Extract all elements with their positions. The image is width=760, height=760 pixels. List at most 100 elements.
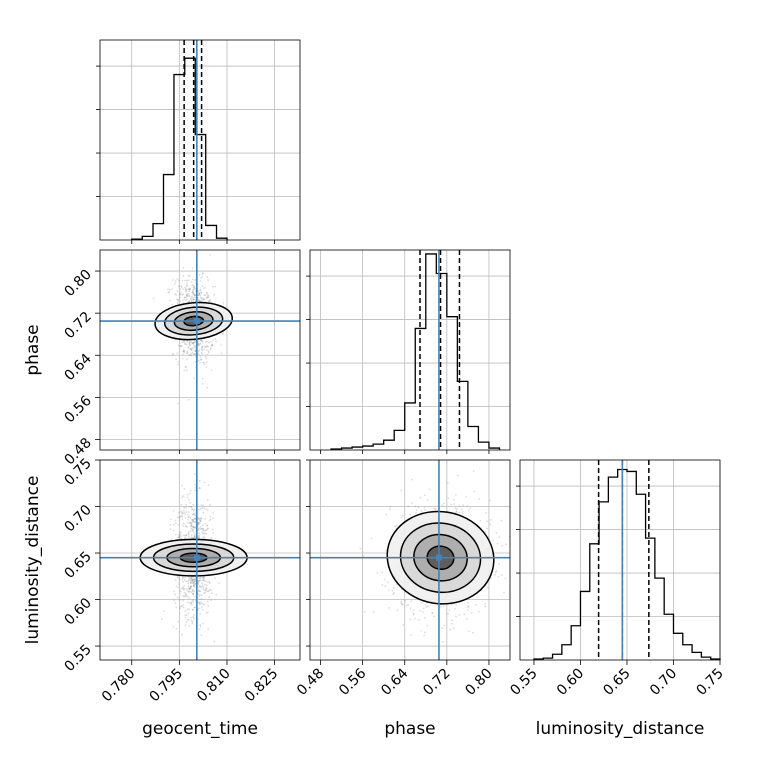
sample-point	[462, 504, 464, 507]
sample-point	[199, 289, 202, 292]
sample-point	[412, 612, 415, 615]
sample-point	[455, 493, 457, 496]
sample-point	[472, 470, 475, 473]
sample-point	[205, 588, 207, 591]
sample-point	[189, 602, 192, 605]
sample-point	[180, 537, 183, 540]
sample-point	[203, 481, 206, 484]
hist-bin	[405, 403, 416, 450]
density-contour	[173, 311, 214, 332]
sample-point	[220, 344, 223, 346]
sample-point	[441, 627, 444, 630]
sample-point	[424, 508, 427, 511]
sample-point	[200, 291, 203, 294]
sample-point	[187, 516, 190, 518]
sample-point	[206, 580, 209, 583]
sample-point	[202, 537, 205, 539]
sample-point	[420, 629, 422, 632]
sample-point	[362, 555, 365, 557]
sample-point	[191, 520, 194, 523]
sample-point	[192, 592, 195, 595]
sample-point	[486, 586, 489, 589]
sample-point	[184, 592, 187, 595]
sample-point	[160, 618, 163, 620]
sample-point	[202, 528, 205, 531]
sample-point	[189, 288, 192, 291]
sample-point	[186, 608, 189, 611]
sample-point	[182, 353, 184, 356]
sample-point	[191, 346, 193, 349]
sample-point	[187, 300, 190, 303]
sample-point	[190, 524, 193, 527]
sample-point	[193, 584, 195, 587]
sample-point	[192, 589, 194, 592]
sample-point	[182, 299, 184, 302]
sample-point	[455, 511, 458, 514]
sample-point	[183, 297, 186, 300]
sample-point	[206, 525, 209, 527]
sample-point	[175, 585, 178, 587]
sample-point	[197, 353, 200, 356]
sample-point	[193, 473, 196, 475]
sample-point	[203, 294, 206, 296]
sample-point	[182, 534, 185, 537]
sample-point	[186, 493, 189, 496]
sample-point	[396, 609, 399, 612]
sample-point	[199, 280, 202, 282]
sample-point	[201, 582, 203, 585]
sample-point	[185, 621, 188, 623]
sample-point	[388, 606, 391, 609]
sample-point	[183, 351, 186, 354]
sample-point	[201, 377, 204, 380]
sample-point	[189, 297, 192, 300]
sample-point	[193, 517, 196, 520]
sample-point	[201, 300, 203, 303]
hist-bin	[553, 654, 562, 660]
sample-point	[193, 581, 195, 584]
sample-point	[191, 513, 194, 516]
sample-point	[193, 617, 195, 620]
sample-point	[169, 528, 172, 531]
x-tick-label: 0.72	[420, 666, 453, 699]
sample-point	[447, 497, 450, 500]
sample-point	[192, 342, 194, 345]
sample-point	[383, 578, 386, 581]
sample-point	[424, 604, 427, 606]
sample-point	[176, 298, 179, 301]
sample-point	[191, 278, 194, 281]
sample-point	[179, 605, 182, 608]
hist-bin	[478, 442, 489, 450]
sample-point	[204, 294, 207, 297]
hist-bin	[457, 381, 468, 450]
sample-point	[206, 294, 209, 296]
sample-point	[201, 585, 204, 588]
sample-point	[176, 516, 179, 519]
sample-point	[193, 293, 196, 296]
sample-point	[191, 592, 194, 595]
sample-point	[478, 611, 480, 613]
sample-point	[185, 526, 188, 528]
sample-point	[190, 505, 193, 508]
sample-point	[181, 511, 183, 514]
sample-point	[452, 627, 455, 630]
sample-point	[504, 543, 507, 546]
sample-point	[192, 593, 195, 596]
sample-point	[202, 287, 205, 290]
joint-plot-area	[310, 460, 510, 660]
sample-point	[177, 511, 180, 514]
sample-point	[198, 479, 201, 482]
sample-point	[191, 284, 194, 287]
sample-point	[191, 519, 194, 522]
sample-point	[203, 345, 206, 348]
sample-point	[200, 602, 203, 605]
sample-point	[182, 524, 184, 527]
sample-point	[498, 563, 501, 565]
sample-point	[207, 527, 209, 530]
sample-point	[192, 341, 195, 343]
sample-point	[359, 547, 362, 550]
sample-point	[194, 521, 197, 523]
sample-point	[177, 402, 180, 405]
sample-point	[495, 531, 498, 534]
sample-point	[197, 342, 200, 345]
sample-point	[192, 289, 194, 291]
